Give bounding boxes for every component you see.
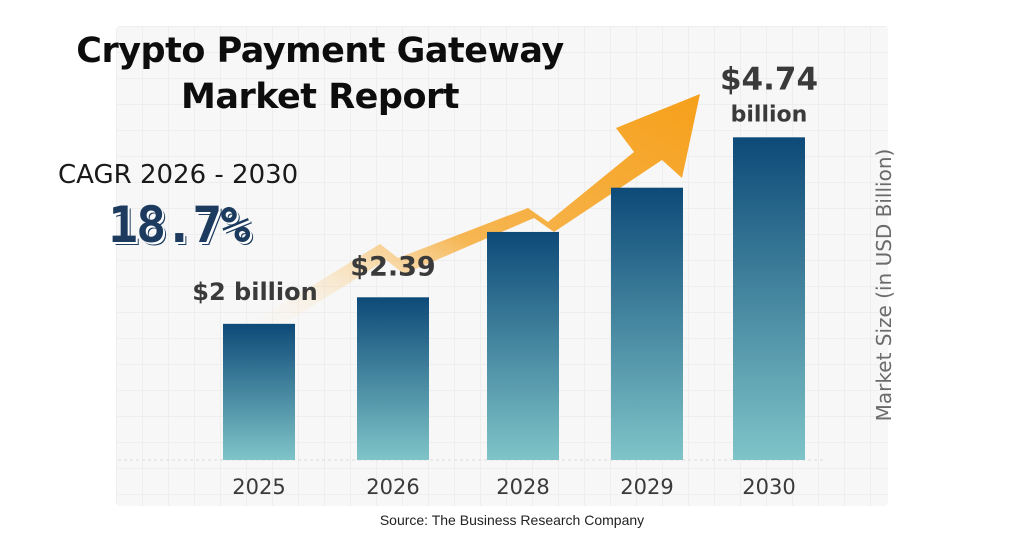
x-tick-label: 2025 <box>232 475 285 499</box>
data-label-2030: $4.74 billion <box>720 61 818 127</box>
x-tick-label: 2030 <box>742 475 795 499</box>
bar-2029 <box>611 187 683 460</box>
source-note: Source: The Business Research Company <box>379 512 645 528</box>
data-label-2026: $2.39 <box>350 251 435 282</box>
x-tick-label: 2029 <box>620 475 673 499</box>
chart-title: Crypto Payment Gateway Market Report <box>76 31 564 117</box>
y-axis-label: Market Size (in USD Billion) <box>872 148 896 422</box>
x-tick-label: 2026 <box>366 475 419 499</box>
cagr-label: CAGR 2026 - 2030 <box>58 160 299 190</box>
bar-2030 <box>733 137 805 461</box>
bar-2028 <box>487 231 559 460</box>
bar-2025 <box>223 323 295 460</box>
data-label-2025: $2 billion <box>192 278 317 306</box>
bar-2026 <box>357 297 429 460</box>
x-tick-label: 2028 <box>496 475 549 499</box>
cagr-value: 18.7% <box>108 196 251 254</box>
growth-arrow-icon <box>240 94 700 340</box>
